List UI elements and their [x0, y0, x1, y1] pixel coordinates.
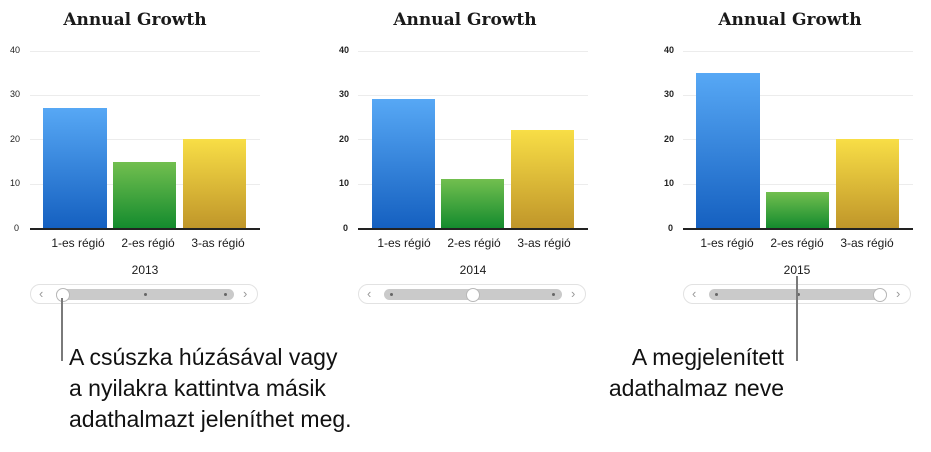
plot-area [683, 51, 913, 230]
x-label: 1-es régió [700, 236, 754, 250]
dataset-name: 2013 [131, 263, 159, 277]
callout-slider-hint: A csúszka húzásával vagy a nyilakra katt… [69, 344, 352, 432]
chart-title: Annual Growth [393, 10, 537, 30]
plot-area [358, 51, 588, 230]
bar-region-1 [43, 108, 107, 228]
slider-knob[interactable] [56, 288, 70, 302]
x-label: 1-es régió [51, 236, 105, 250]
y-tick: 30 [664, 89, 675, 99]
dataset-name: 2015 [783, 263, 811, 277]
next-arrow-icon[interactable]: › [243, 286, 248, 301]
bar-region-3 [836, 139, 899, 228]
chart-2014: Annual Growth 40 30 20 10 0 1-es régió 2… [330, 0, 630, 310]
bar-region-1 [696, 73, 760, 228]
y-tick: 10 [664, 178, 675, 188]
y-tick: 10 [339, 178, 350, 188]
dataset-slider[interactable]: ‹ › [358, 284, 586, 304]
x-label: 2-es régió [447, 236, 501, 250]
y-tick: 20 [664, 134, 675, 144]
y-tick: 40 [664, 45, 675, 55]
y-tick: 30 [339, 89, 350, 99]
next-arrow-icon[interactable]: › [571, 286, 576, 301]
y-tick: 20 [339, 134, 350, 144]
bar-region-1 [372, 99, 435, 228]
callout-line-left [61, 298, 63, 361]
slider-track[interactable] [384, 288, 562, 302]
x-label: 2-es régió [770, 236, 824, 250]
x-label: 3-as régió [517, 236, 571, 250]
y-tick: 0 [14, 223, 20, 233]
plot-area [30, 51, 260, 230]
bar-region-2 [766, 192, 829, 228]
y-tick: 30 [10, 89, 21, 99]
bar-region-3 [511, 130, 574, 228]
callout-dataset-name: A megjelenített adathalmaz neve [608, 344, 784, 401]
dataset-slider[interactable]: ‹ › [30, 284, 258, 304]
y-tick: 10 [10, 178, 21, 188]
y-tick: 40 [339, 45, 350, 55]
y-tick: 40 [10, 45, 21, 55]
slider-knob[interactable] [466, 288, 480, 302]
next-arrow-icon[interactable]: › [896, 286, 901, 301]
dataset-name: 2014 [459, 263, 487, 277]
prev-arrow-icon[interactable]: ‹ [39, 286, 44, 301]
y-tick: 0 [668, 223, 674, 233]
slider-knob[interactable] [873, 288, 887, 302]
chart-title: Annual Growth [63, 10, 207, 30]
callout-line-right [796, 276, 798, 361]
bar-region-2 [113, 162, 176, 228]
y-tick: 20 [10, 134, 21, 144]
x-label: 3-as régió [840, 236, 894, 250]
slider-track[interactable] [709, 288, 887, 302]
y-tick: 0 [343, 223, 349, 233]
chart-2015: Annual Growth 40 30 20 10 0 1-es régió 2… [655, 0, 931, 310]
slider-track[interactable] [56, 288, 234, 302]
x-label: 1-es régió [377, 236, 431, 250]
bar-region-3 [183, 139, 246, 228]
prev-arrow-icon[interactable]: ‹ [692, 286, 697, 301]
x-label: 3-as régió [191, 236, 245, 250]
bar-region-2 [441, 179, 504, 228]
x-label: 2-es régió [121, 236, 175, 250]
prev-arrow-icon[interactable]: ‹ [367, 286, 372, 301]
chart-title: Annual Growth [718, 10, 862, 30]
chart-2013: Annual Growth 40 30 20 10 0 1-es régió 2… [0, 0, 300, 310]
